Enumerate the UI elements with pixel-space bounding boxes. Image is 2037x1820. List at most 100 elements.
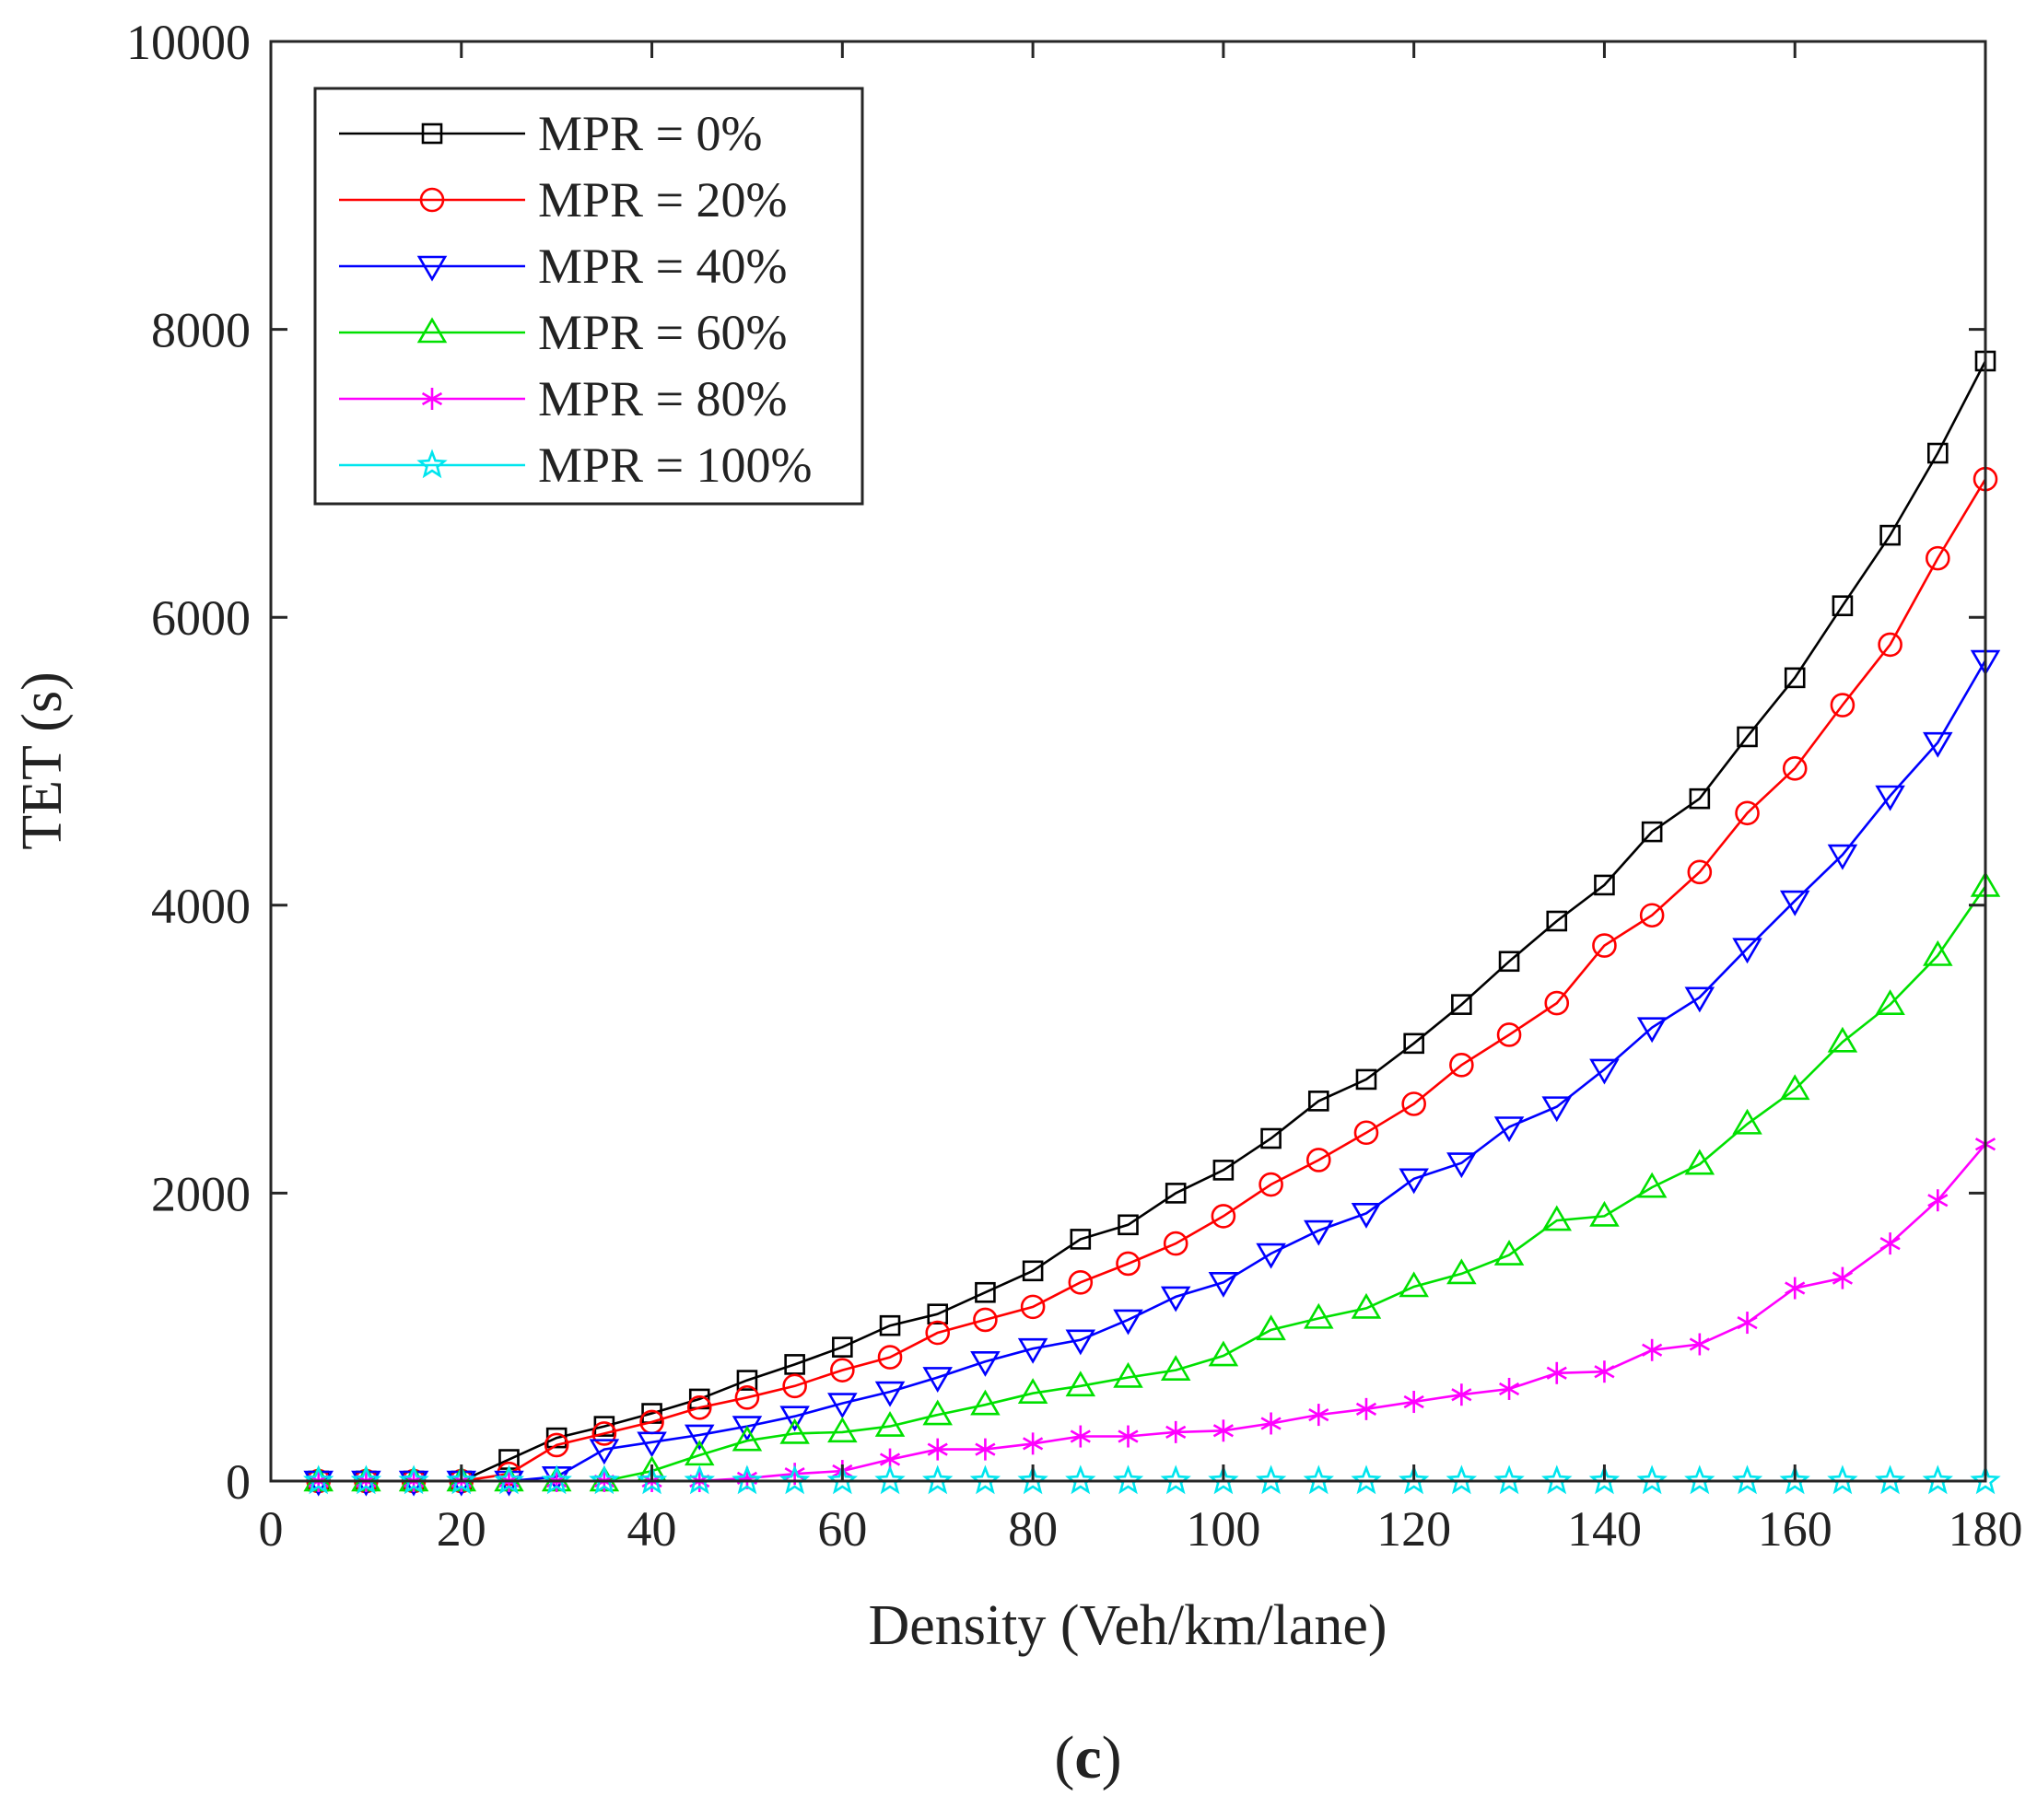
- data-point: [1355, 1068, 1377, 1091]
- legend-entry: MPR = 100%: [339, 438, 813, 493]
- data-point: [1498, 1377, 1520, 1400]
- data-point: [874, 1381, 906, 1407]
- data-point: [1165, 1420, 1187, 1443]
- data-point: [544, 1432, 569, 1458]
- legend-marker: [421, 122, 443, 145]
- series-layer: [303, 350, 2001, 1497]
- data-point: [874, 1411, 906, 1437]
- data-point: [975, 1438, 996, 1461]
- data-point: [1449, 1052, 1474, 1078]
- data-point: [1160, 1286, 1191, 1312]
- data-point: [732, 1425, 763, 1452]
- legend-label: MPR = 20%: [538, 172, 788, 228]
- data-point: [1830, 693, 1856, 718]
- data-point: [1731, 1464, 1763, 1495]
- data-point: [1304, 1302, 1334, 1329]
- data-point: [1113, 1361, 1143, 1388]
- data-point: [591, 1421, 617, 1446]
- legend-entry: MPR = 20%: [339, 172, 788, 228]
- data-point: [1544, 990, 1570, 1016]
- data-point: [1737, 726, 1758, 748]
- data-point: [1684, 1464, 1715, 1495]
- data-point: [736, 1370, 758, 1391]
- data-point: [541, 1464, 572, 1495]
- legend-marker: [416, 255, 448, 282]
- y-axis-label: TET (s): [11, 671, 74, 849]
- data-point: [1689, 1333, 1710, 1356]
- data-point: [493, 1464, 525, 1495]
- data-point: [1879, 524, 1901, 546]
- x-tick-label: 140: [1567, 1501, 1642, 1557]
- data-point: [684, 1440, 715, 1466]
- legend-marker: [416, 317, 448, 344]
- y-tick-label: 6000: [151, 590, 251, 646]
- data-point: [1784, 667, 1806, 689]
- data-point: [1304, 1219, 1334, 1246]
- legend-entry: MPR = 60%: [339, 305, 788, 360]
- data-point: [684, 1464, 715, 1495]
- legend-label: MPR = 100%: [538, 438, 813, 493]
- data-point: [973, 1307, 998, 1333]
- data-point: [636, 1464, 668, 1495]
- data-point: [1639, 903, 1665, 928]
- data-point: [1779, 890, 1810, 916]
- data-point: [1017, 1337, 1048, 1364]
- data-point: [1541, 1096, 1573, 1123]
- data-point: [970, 1350, 1001, 1377]
- data-point: [732, 1464, 763, 1495]
- data-point: [784, 1354, 805, 1375]
- data-point: [1112, 1464, 1144, 1495]
- data-point: [1589, 1058, 1620, 1085]
- x-tick-label: 60: [817, 1501, 867, 1557]
- data-point: [1070, 1229, 1092, 1250]
- data-point: [1118, 1214, 1139, 1236]
- data-point: [1735, 800, 1760, 826]
- legend-label: MPR = 60%: [538, 305, 788, 360]
- data-point: [830, 1358, 855, 1382]
- data-point: [1782, 756, 1808, 781]
- data-point: [637, 1431, 667, 1458]
- data-point: [1546, 1361, 1567, 1384]
- legend-marker: [421, 388, 443, 410]
- data-point: [1355, 1397, 1377, 1420]
- data-point: [922, 1464, 954, 1495]
- x-tick-label: 100: [1186, 1501, 1260, 1557]
- data-point: [1351, 1202, 1382, 1229]
- plot-frame: [269, 40, 1987, 1483]
- data-point: [922, 1399, 953, 1426]
- data-point: [779, 1418, 810, 1444]
- data-point: [970, 1389, 1001, 1416]
- data-point: [1017, 1464, 1048, 1495]
- data-point: [1451, 994, 1472, 1015]
- data-point: [1546, 910, 1568, 932]
- data-point: [734, 1385, 760, 1410]
- data-point: [1642, 1338, 1663, 1361]
- data-point: [1023, 1432, 1044, 1455]
- data-point: [832, 1336, 853, 1358]
- legend-label: MPR = 40%: [538, 239, 788, 294]
- data-point: [684, 1424, 715, 1451]
- data-point: [1689, 788, 1711, 810]
- data-point: [827, 1393, 858, 1419]
- data-point: [1684, 986, 1715, 1013]
- data-point: [1594, 1360, 1615, 1383]
- x-tick-label: 40: [627, 1501, 677, 1557]
- data-point: [1922, 1464, 1953, 1495]
- data-point: [1594, 874, 1615, 896]
- data-point: [1022, 1260, 1044, 1282]
- data-point: [1351, 1464, 1382, 1495]
- legend-entry: MPR = 0%: [339, 106, 763, 161]
- data-point: [1687, 859, 1713, 885]
- data-point: [779, 1464, 811, 1495]
- data-point: [1926, 545, 1950, 571]
- data-point: [1260, 1127, 1282, 1149]
- data-point: [1401, 1091, 1426, 1116]
- data-point: [686, 1394, 712, 1420]
- data-point: [826, 1464, 858, 1495]
- series-1: [306, 466, 1998, 1494]
- y-tick-label: 8000: [151, 303, 251, 358]
- data-point: [1541, 1205, 1573, 1231]
- data-point: [1493, 1464, 1525, 1495]
- data-point: [350, 1464, 382, 1495]
